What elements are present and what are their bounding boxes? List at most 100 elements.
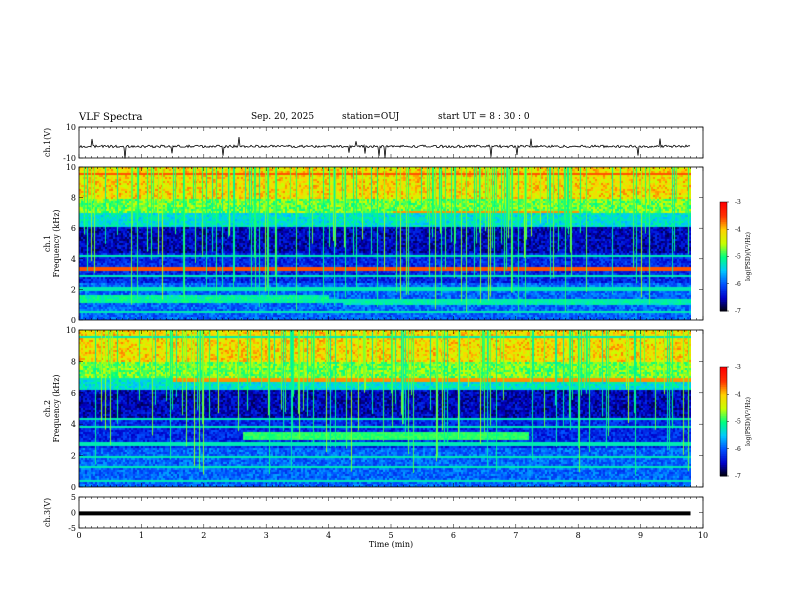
ch1-colorbar-swatch <box>720 247 727 250</box>
ch2-spectrogram-y-tick-label: 8 <box>71 357 76 366</box>
ch2-colorbar-swatch <box>720 401 727 404</box>
ch2-colorbar-swatch <box>720 370 727 373</box>
ch1-colorbar-swatch <box>720 243 727 247</box>
ch1-colorbar-swatch <box>720 265 727 268</box>
ch1-colorbar-swatch <box>720 227 727 230</box>
ch2-spectrogram-ylabel: Frequency (kHz) <box>52 374 61 442</box>
ch1-colorbar-swatch <box>720 294 727 297</box>
ch2-colorbar-swatch <box>720 394 727 397</box>
ch2-colorbar-swatch <box>720 412 727 415</box>
ch1-spectrogram-y-tick-label: 8 <box>71 194 76 203</box>
ch1-colorbar-swatch <box>720 245 727 248</box>
ch1-colorbar-swatch <box>720 229 727 232</box>
x-tick-label: 2 <box>201 531 206 540</box>
ch2-spectrogram-y-tick-label: 4 <box>71 420 76 429</box>
ch2-colorbar-swatch <box>720 436 727 439</box>
ch1-colorbar-swatch <box>720 211 727 214</box>
ch1-colorbar-swatch <box>720 280 727 283</box>
ch2-colorbar-swatch <box>720 377 727 381</box>
ch1-colorbar-swatch <box>720 309 727 312</box>
ch1-colorbar-tick-label: -4 <box>735 226 741 233</box>
ch1-colorbar-swatch <box>720 263 727 267</box>
ch2-colorbar-swatch <box>720 426 727 430</box>
ch1-colorbar-swatch <box>720 291 727 294</box>
ch2-spectrogram-y-tick-label: 6 <box>71 389 76 398</box>
ch2-colorbar-swatch <box>720 396 727 399</box>
ch2-colorbar-swatch <box>720 410 727 413</box>
ch1-colorbar-swatch <box>720 216 727 219</box>
ch2-colorbar-label: log(PSD)(V²/Hz) <box>745 397 752 446</box>
ch2-colorbar-swatch <box>720 386 727 390</box>
ch2-colorbar-swatch <box>720 452 727 455</box>
x-tick-label: 0 <box>76 531 81 540</box>
ch2-colorbar-swatch <box>720 421 727 424</box>
ch1-waveform-y-tick-label: 10 <box>66 123 76 132</box>
ch2-colorbar-swatch <box>720 417 727 421</box>
ch1-colorbar-swatch <box>720 278 727 281</box>
ch2-colorbar-swatch <box>720 432 727 435</box>
ch1-colorbar-swatch <box>720 298 727 301</box>
axis-ticks <box>78 126 704 529</box>
ch2-colorbar-swatch <box>720 368 727 372</box>
ch3-waveform-y-tick-label: -5 <box>68 524 76 533</box>
ch1-colorbar-swatch <box>720 225 727 228</box>
ch1-colorbar-swatch <box>720 238 727 241</box>
ch1-colorbar-swatch <box>720 272 727 276</box>
ch1-colorbar-swatch <box>720 303 727 307</box>
ch1-colorbar-swatch <box>720 214 727 218</box>
ch1-colorbar-swatch <box>720 252 727 256</box>
ch1-waveform-ylabel: ch.1(V) <box>43 128 52 157</box>
ch2-colorbar-swatch <box>720 392 727 395</box>
ch1-colorbar-swatch <box>720 232 727 236</box>
ch1-colorbar-swatch <box>720 292 727 296</box>
ch1-waveform-frame <box>78 126 704 159</box>
ch2-colorbar-swatch <box>720 457 727 461</box>
ch1-spectrogram-y-tick-label: 2 <box>71 285 76 294</box>
ch1-colorbar-swatch <box>720 240 727 243</box>
ch1-spectrogram-y-tick-label: 4 <box>71 255 76 264</box>
ch2-spectrogram-image <box>79 330 691 487</box>
x-tick-label: 7 <box>513 531 518 540</box>
ch1-colorbar-swatch <box>720 287 727 290</box>
ch2-colorbar-tick-label: -4 <box>735 391 741 398</box>
ch2-colorbar-swatch <box>720 461 727 464</box>
ch2-colorbar-swatch <box>720 408 727 412</box>
ch2-colorbar-swatch <box>720 456 727 459</box>
ch2-colorbar-swatch <box>720 448 727 452</box>
ch2-colorbar-swatch <box>720 437 727 441</box>
ch1-colorbar-swatch <box>720 271 727 274</box>
ch1-colorbar-swatch <box>720 254 727 257</box>
ch2-colorbar-swatch <box>720 399 727 403</box>
ch3-waveform-y-tick-label: 5 <box>71 493 76 502</box>
x-tick-label: 1 <box>139 531 144 540</box>
ch1-colorbar-swatch <box>720 236 727 239</box>
ch1-colorbar-swatch <box>720 274 727 277</box>
ch1-colorbar-swatch <box>720 260 727 263</box>
ch1-colorbar-swatch <box>720 258 727 261</box>
ch1-spectrogram-y-tick-label: 6 <box>71 224 76 233</box>
ch1-colorbar-swatch <box>720 234 727 238</box>
ch2-colorbar-swatch <box>720 468 727 472</box>
ch1-colorbar-swatch <box>720 241 727 245</box>
ch1-colorbar-swatch <box>720 283 727 287</box>
ch1-colorbar-swatch <box>720 251 727 254</box>
ch1-colorbar-swatch <box>720 276 727 279</box>
spec1-raster <box>79 167 691 320</box>
ch2-colorbar-swatch <box>720 423 727 426</box>
x-axis-label: Time (min) <box>369 540 413 549</box>
ch2-spectrogram-y-tick-label: 10 <box>66 326 76 335</box>
ch1-colorbar-swatch <box>720 301 727 305</box>
ch1-waveform-trace <box>78 137 691 159</box>
colorbars: -3 -4 -5 -6 -7 log(PSD)(V²/Hz) -3 -4 -5 -6 -7 log(P… <box>719 199 752 480</box>
ch1-colorbar-swatch <box>720 296 727 299</box>
ch1-colorbar-swatch <box>720 223 727 227</box>
ch2-colorbar-swatch <box>720 445 727 448</box>
ch1-colorbar-swatch <box>720 281 727 285</box>
ch2-spectrogram-y-tick-label: 0 <box>71 483 76 492</box>
ch1-colorbar-swatch <box>720 218 727 221</box>
ch2-colorbar-swatch <box>720 385 727 388</box>
ch2-colorbar-swatch <box>720 379 727 383</box>
ch2-colorbar-tick-label: -5 <box>735 419 741 426</box>
ch2-colorbar-swatch <box>720 390 727 393</box>
x-tick-label: 5 <box>388 531 393 540</box>
